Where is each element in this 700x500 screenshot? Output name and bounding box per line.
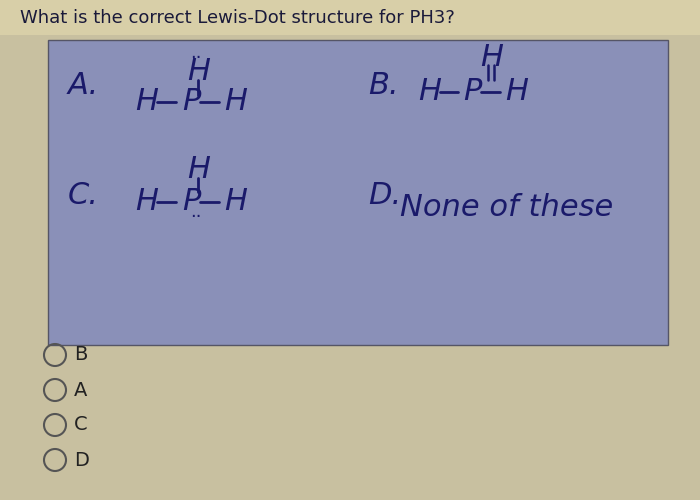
Text: H: H [187, 156, 210, 184]
Text: D: D [74, 450, 89, 469]
Text: H: H [480, 44, 503, 72]
Text: H: H [135, 88, 158, 117]
Text: What is the correct Lewis-Dot structure for PH3?: What is the correct Lewis-Dot structure … [20, 9, 455, 27]
Text: ··: ·· [190, 208, 202, 226]
Text: A.: A. [68, 70, 99, 100]
Bar [0, 0, 700, 35]
Text: P: P [463, 78, 482, 106]
Text: C: C [74, 416, 88, 434]
Text: D.: D. [368, 180, 401, 210]
Text: A: A [74, 380, 88, 400]
Text: H: H [224, 88, 247, 117]
Text: C.: C. [68, 180, 99, 210]
Text: P: P [182, 88, 200, 117]
Text: None of these: None of these [400, 192, 613, 222]
Text: B: B [74, 346, 88, 364]
Bar [48, 40, 668, 345]
Text: H: H [135, 188, 158, 216]
Text: H: H [505, 78, 528, 106]
Text: H: H [418, 78, 441, 106]
Text: H: H [187, 58, 210, 86]
Text: B.: B. [368, 70, 398, 100]
Text: ··: ·· [190, 49, 202, 67]
Text: P: P [182, 188, 200, 216]
Text: H: H [224, 188, 247, 216]
